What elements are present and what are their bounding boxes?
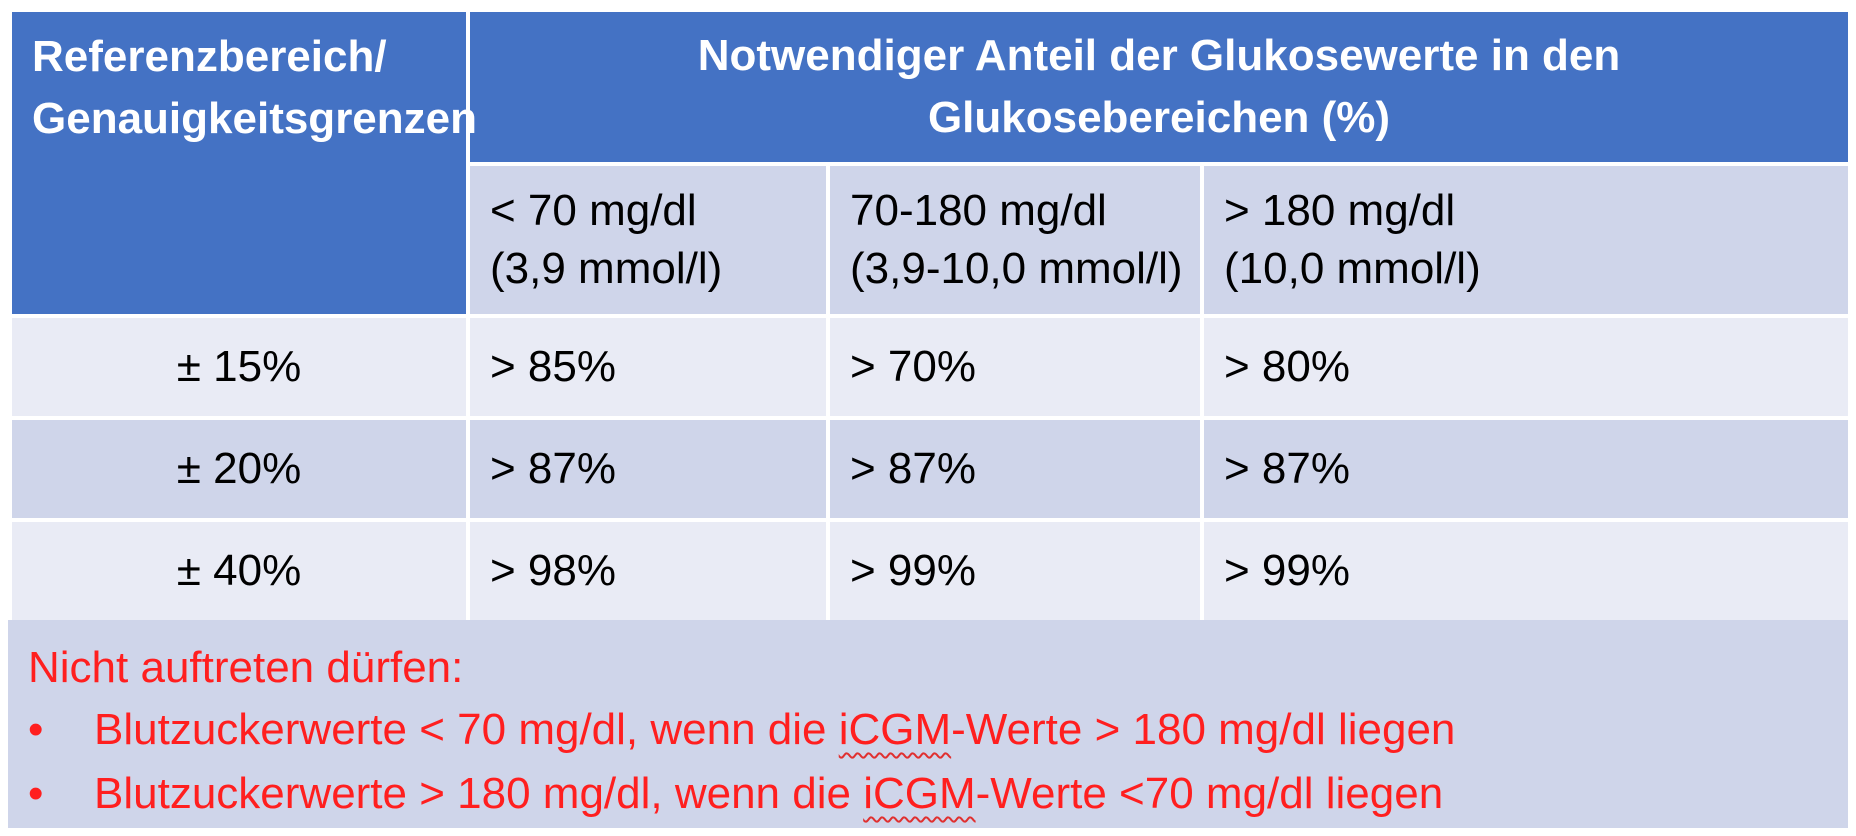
- exclusion-note-title: Nicht auftreten dürfen:: [28, 643, 464, 692]
- row-value-cell: > 85%: [466, 314, 830, 420]
- exclusion-bullet-text-end: -Werte <70 mg/dl liegen: [975, 769, 1444, 818]
- header-reference-range-line2: Genauigkeitsgrenzen: [32, 94, 478, 143]
- bullet-icon: •: [28, 705, 44, 754]
- row-value-cell: > 80%: [1199, 314, 1853, 420]
- column-header-low: < 70 mg/dl (3,9 mmol/l): [466, 162, 830, 318]
- column-header-target: 70-180 mg/dl (3,9-10,0 mmol/l): [826, 162, 1204, 318]
- exclusion-bullet-term: iCGM: [863, 769, 976, 818]
- column-header-low-line1: < 70 mg/dl: [490, 186, 697, 235]
- row-value-cell: > 70%: [826, 314, 1204, 420]
- column-header-low-line2: (3,9 mmol/l): [490, 244, 723, 293]
- row-reference-cell: ± 15%: [8, 314, 470, 420]
- column-header-high: > 180 mg/dl (10,0 mmol/l): [1199, 162, 1853, 318]
- exclusion-bullet-text-start: Blutzuckerwerte > 180 mg/dl, wenn die: [94, 769, 864, 818]
- row-reference-cell: ± 40%: [8, 518, 470, 624]
- glucose-accuracy-table-wrapper: Referenzbereich/ Genauigkeitsgrenzen Not…: [8, 8, 1853, 624]
- exclusion-bullet-term: iCGM: [838, 705, 952, 754]
- row-value-cell: > 99%: [826, 518, 1204, 624]
- row-reference-cell: ± 20%: [8, 416, 470, 522]
- exclusion-bullet-text-end: -Werte > 180 mg/dl liegen: [951, 705, 1456, 754]
- header-required-share-line1: Notwendiger Anteil der Glukosewerte in d…: [697, 31, 1621, 80]
- glucose-accuracy-table: Referenzbereich/ Genauigkeitsgrenzen Not…: [8, 8, 1853, 624]
- column-header-high-line2: (10,0 mmol/l): [1224, 244, 1481, 293]
- column-header-target-line1: 70-180 mg/dl: [850, 186, 1107, 235]
- row-value-cell: > 99%: [1199, 518, 1853, 624]
- column-header-target-line2: (3,9-10,0 mmol/l): [850, 244, 1183, 293]
- header-required-share: Notwendiger Anteil der Glukosewerte in d…: [465, 8, 1853, 166]
- column-header-high-line1: > 180 mg/dl: [1224, 186, 1456, 235]
- table-row: ± 40% > 98% > 99% > 99%: [8, 518, 1853, 624]
- exclusion-bullet: • Blutzuckerwerte < 70 mg/dl, wenn die iC…: [28, 700, 1455, 760]
- header-required-share-line2: Glukosebereichen (%): [927, 93, 1391, 142]
- row-value-cell: > 98%: [466, 518, 830, 624]
- exclusion-bullet: • Blutzuckerwerte > 180 mg/dl, wenn die i…: [28, 764, 1443, 824]
- table-row: ± 15% > 85% > 70% > 80%: [8, 314, 1853, 420]
- row-value-cell: > 87%: [466, 416, 830, 522]
- exclusion-bullet-text-start: Blutzuckerwerte < 70 mg/dl, wenn die: [94, 705, 839, 754]
- row-value-cell: > 87%: [1199, 416, 1853, 522]
- header-reference-range-line1: Referenzbereich/: [32, 32, 387, 81]
- row-value-cell: > 87%: [826, 416, 1204, 522]
- exclusion-note: Nicht auftreten dürfen: • Blutzuckerwerte…: [8, 620, 1848, 828]
- table-row: ± 20% > 87% > 87% > 87%: [8, 416, 1853, 522]
- header-reference-range: Referenzbereich/ Genauigkeitsgrenzen: [8, 8, 478, 318]
- bullet-icon: •: [28, 769, 44, 818]
